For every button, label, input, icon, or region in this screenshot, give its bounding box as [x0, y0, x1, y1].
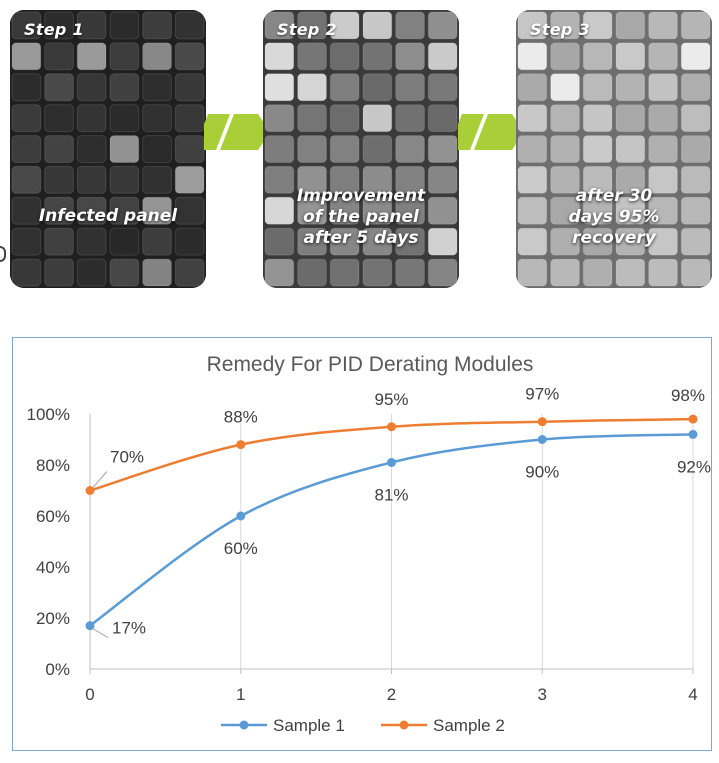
legend-swatch-marker	[239, 720, 249, 730]
edge-fragment	[0, 246, 6, 262]
x-tick-label: 3	[538, 685, 547, 704]
series-2-point	[688, 414, 698, 424]
step-2-label: Step 2	[277, 20, 337, 39]
data-label: 98%	[671, 386, 705, 405]
series-2-point	[85, 486, 95, 495]
step-2-panel: Step 2 Improvement of the panel after 5 …	[263, 10, 459, 288]
gridlines	[240, 414, 694, 669]
data-label: 95%	[374, 390, 408, 409]
improving-panel-image	[263, 10, 459, 288]
series	[85, 414, 698, 631]
chart-title: Remedy For PID Derating Modules	[207, 353, 534, 376]
legend: Sample 1 Sample 2	[221, 716, 505, 735]
x-tick-label: 1	[236, 685, 245, 704]
x-tick-label: 2	[387, 685, 396, 704]
step-3-caption: after 30 days 95% recovery	[516, 186, 712, 249]
step-2-caption: Improvement of the panel after 5 days	[263, 186, 459, 249]
data-label: 92%	[677, 457, 711, 476]
y-tick-label: 60%	[36, 507, 70, 526]
x-axis-ticks: 0 1 2 3 4	[85, 669, 698, 704]
series-1-point	[85, 621, 95, 631]
step-1-panel: Step 1 Infected panel	[10, 10, 206, 288]
legend-label: Sample 1	[273, 716, 345, 735]
arrow-1-icon	[204, 114, 270, 150]
series-2-point	[387, 422, 396, 432]
y-tick-label: 80%	[36, 456, 70, 475]
line-chart: Remedy For PID Derating Modules 0%20%40%…	[27, 353, 711, 735]
data-label: 60%	[224, 539, 258, 558]
data-label: 88%	[224, 408, 258, 427]
y-tick-label: 0%	[45, 660, 70, 679]
series-1-point	[537, 435, 547, 444]
step-3-caption-line: recovery	[572, 228, 656, 248]
data-label: 81%	[374, 485, 408, 504]
step-3-label: Step 3	[530, 20, 590, 39]
infected-panel-image	[10, 10, 206, 288]
step-3-panel: Step 3 after 30 days 95% recovery	[516, 10, 712, 288]
series-2-point	[537, 417, 547, 427]
y-tick-label: 20%	[36, 609, 70, 628]
leader-line	[92, 471, 108, 488]
legend-swatch-marker	[399, 720, 409, 730]
y-axis-ticks: 0% 20% 40% 60% 80% 100%	[27, 405, 70, 679]
x-tick-label: 4	[688, 685, 697, 704]
y-tick-label: 100%	[27, 405, 70, 424]
step-2-caption-line: of the panel	[303, 207, 419, 227]
series-1-point	[387, 457, 396, 467]
data-label: 90%	[525, 463, 559, 482]
x-tick-label: 0	[85, 685, 94, 704]
step-3-caption-line: after 30	[575, 186, 653, 206]
step-1-caption: Infected panel	[10, 206, 206, 227]
legend-label: Sample 2	[433, 716, 505, 735]
series-2-point	[236, 440, 246, 450]
series-1-point	[688, 429, 698, 439]
y-tick-label: 40%	[36, 558, 70, 577]
step-3-caption-line: days 95%	[568, 207, 660, 227]
steps-banner: Step 1 Infected panel Step 2 Improvement…	[0, 0, 719, 300]
chart-frame: Remedy For PID Derating Modules 0% 20% 40%…	[12, 337, 712, 751]
data-labels: 17% 60% 81% 90% 92% 70% 88% 95% 97% 98%	[92, 385, 711, 639]
leader-line	[92, 628, 109, 639]
data-label: 17%	[112, 619, 146, 638]
data-label: 97%	[525, 385, 559, 404]
step-2-caption-line: after 5 days	[303, 228, 419, 248]
arrow-2-icon	[458, 114, 524, 150]
step-2-caption-line: Improvement	[296, 186, 426, 206]
step-1-label: Step 1	[24, 20, 84, 39]
recovered-panel-image	[516, 10, 712, 288]
series-1-point	[236, 511, 246, 521]
data-label: 70%	[110, 448, 144, 467]
step-1-caption-line: Infected panel	[38, 206, 178, 226]
